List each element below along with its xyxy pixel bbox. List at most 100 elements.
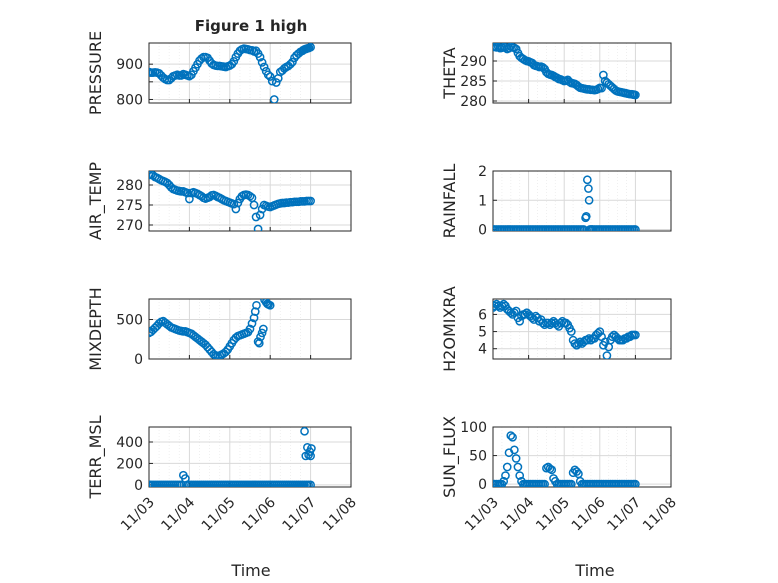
data-point: [245, 191, 255, 201]
data-point: [306, 43, 315, 52]
y-axis-label: RAINFALL: [440, 164, 459, 239]
data-point: [540, 479, 549, 487]
y-tick-label: 900: [116, 57, 143, 73]
y-tick-label: 0: [134, 478, 143, 494]
series-markers: [493, 431, 640, 487]
data-point: [271, 78, 281, 87]
data-point: [584, 184, 593, 193]
data-point: [265, 72, 275, 81]
data-point: [259, 62, 269, 72]
data-point: [584, 195, 594, 205]
y-tick-label: 200: [116, 456, 143, 472]
data-point: [499, 476, 509, 486]
subplot-pressure: 800 900 PRESSURE: [86, 31, 352, 115]
data-point: [286, 59, 295, 69]
data-point: [501, 471, 510, 480]
series-markers: [149, 299, 275, 359]
y-tick-label: 0: [478, 477, 487, 493]
series-markers: [493, 299, 640, 359]
y-tick-label: 800: [116, 92, 143, 108]
data-point: [515, 471, 525, 480]
data-point: [631, 479, 640, 487]
data-point: [631, 90, 640, 100]
data-point: [572, 467, 582, 476]
y-axis-label: PRESSURE: [86, 31, 105, 115]
data-point: [229, 57, 239, 66]
y-tick-label: 0: [478, 223, 487, 239]
data-point: [256, 332, 265, 342]
data-point: [149, 67, 154, 77]
x-axis-label-right: Time: [574, 561, 614, 580]
y-axis-label: H2OMIXRA: [440, 286, 459, 372]
series-markers: [149, 43, 315, 103]
data-point: [258, 324, 268, 334]
data-point: [249, 200, 259, 210]
y-tick-label: 270: [116, 218, 143, 234]
series-markers: [493, 43, 640, 100]
data-point: [597, 83, 606, 93]
data-point: [547, 318, 557, 328]
y-tick-label: 275: [116, 198, 143, 214]
data-point: [508, 432, 517, 442]
y-tick-label: 2: [478, 164, 487, 180]
data-point: [511, 44, 521, 54]
y-axis-label: THETA: [440, 47, 459, 99]
data-point: [257, 328, 267, 338]
y-tick-label: 50: [469, 449, 487, 465]
y-tick-label: 6: [478, 307, 487, 323]
data-point: [176, 71, 186, 80]
data-point: [595, 327, 605, 336]
y-tick-label: 290: [460, 54, 487, 70]
data-point: [582, 175, 592, 185]
data-point: [306, 196, 315, 206]
data-point: [253, 337, 263, 346]
axes-box: [492, 298, 672, 360]
data-point: [306, 480, 315, 487]
y-tick-label: 400: [116, 435, 143, 451]
data-point: [506, 308, 516, 318]
figure-title: Figure 1 high: [195, 17, 308, 35]
subplot-rainfall: 0 1 2 RAINFALL: [440, 164, 672, 239]
data-point: [255, 52, 265, 62]
y-tick-label: 285: [460, 74, 487, 90]
y-axis-label: SUN_FLUX: [440, 416, 460, 498]
axes-box: [148, 170, 352, 232]
data-point: [257, 58, 267, 67]
data-point: [584, 334, 594, 343]
data-point: [515, 316, 525, 326]
data-point: [300, 427, 309, 436]
y-axis-label: TERR_MSL: [86, 415, 106, 499]
data-point: [602, 351, 612, 359]
data-point: [631, 330, 640, 340]
series-markers: [149, 427, 316, 487]
data-point: [520, 310, 530, 319]
y-tick-label: 5: [478, 325, 487, 341]
y-tick-label: 100: [460, 420, 487, 436]
y-axis-label: AIR_TEMP: [86, 162, 106, 240]
series-markers: [493, 175, 640, 231]
data-point: [288, 57, 297, 67]
subplot-h2omixra: 45 6 H2OMIXRA: [440, 286, 672, 372]
data-point: [221, 347, 231, 357]
x-axis-label-left: Time: [230, 561, 270, 580]
series-markers: [149, 171, 315, 231]
data-point: [547, 465, 557, 475]
data-point: [510, 445, 519, 455]
y-axis-label: MIXDEPTH: [86, 287, 105, 370]
y-tick-label: 4: [478, 342, 487, 358]
y-tick-label: 280: [116, 178, 143, 194]
y-tick-label: 0: [134, 352, 143, 368]
axes-box: [492, 42, 672, 104]
data-point: [593, 84, 603, 94]
axes-box: [148, 426, 352, 488]
data-point: [502, 462, 512, 472]
data-point: [211, 351, 221, 359]
data-point: [176, 480, 186, 487]
data-point: [269, 95, 279, 103]
data-point: [149, 480, 154, 487]
y-tick-label: 280: [460, 94, 487, 110]
data-point: [307, 444, 316, 453]
data-point: [263, 70, 273, 80]
